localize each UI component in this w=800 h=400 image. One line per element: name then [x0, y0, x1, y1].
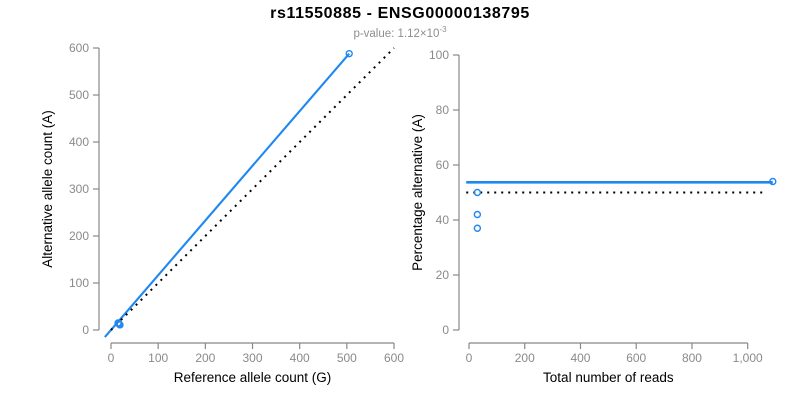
- y-tick-label: 20: [436, 268, 450, 282]
- y-tick-label: 100: [429, 48, 449, 62]
- y-tick-label: 100: [69, 276, 89, 290]
- y-tick-label: 60: [436, 158, 450, 172]
- y-tick-label: 40: [436, 213, 450, 227]
- x-axis-title: Reference allele count (G): [174, 370, 332, 385]
- y-tick-label: 200: [69, 229, 89, 243]
- data-point: [473, 188, 482, 197]
- data-point: [473, 224, 482, 232]
- y-tick-label: 600: [69, 41, 89, 55]
- data-point: [769, 177, 777, 186]
- x-tick-label: 800: [682, 351, 702, 365]
- identity-line: [110, 47, 395, 331]
- y-tick-label: 0: [82, 323, 89, 337]
- data-point: [345, 49, 353, 58]
- x-tick-label: 200: [515, 351, 535, 365]
- x-tick-label: 400: [570, 351, 590, 365]
- data-point: [115, 320, 123, 328]
- x-tick-label: 1,000: [733, 351, 763, 365]
- x-tick-label: 100: [148, 351, 168, 365]
- data-point: [116, 321, 124, 329]
- x-tick-label: 0: [466, 351, 473, 365]
- x-tick-label: 400: [290, 351, 310, 365]
- x-tick-label: 200: [195, 351, 215, 365]
- x-tick-label: 300: [242, 351, 262, 365]
- y-tick-label: 500: [69, 88, 89, 102]
- y-tick-label: 0: [442, 323, 449, 337]
- figure-subtitle: p-value: 1.12×10-3: [0, 25, 800, 40]
- left-scatter-plot: 0 100 200 300 400 500 600 0 100 200 300 400 500 600 Re…: [40, 41, 404, 385]
- right-scatter-plot: 0 20 40 60 80 100 0 200 400 600 800 1,000 Total numb…: [410, 48, 777, 385]
- subtitle-text: p-value: 1.12×10: [353, 27, 440, 40]
- y-tick-label: 400: [69, 135, 89, 149]
- x-tick-label: 500: [337, 351, 357, 365]
- y-tick-label: 80: [436, 103, 450, 117]
- subtitle-exponent: -3: [439, 25, 447, 34]
- x-axis-title: Total number of reads: [543, 370, 674, 385]
- data-point: [473, 210, 482, 219]
- x-tick-label: 600: [384, 351, 404, 365]
- figure-title: rs11550885 - ENSG00000138795: [270, 5, 530, 22]
- x-tick-label: 600: [626, 351, 646, 365]
- y-axis-title: Alternative allele count (A): [40, 110, 55, 268]
- x-tick-label: 0: [108, 351, 115, 365]
- fit-line: [104, 52, 351, 338]
- y-tick-label: 300: [69, 182, 89, 196]
- y-axis-title: Percentage alternative (A): [410, 114, 425, 271]
- data-point: [114, 319, 122, 327]
